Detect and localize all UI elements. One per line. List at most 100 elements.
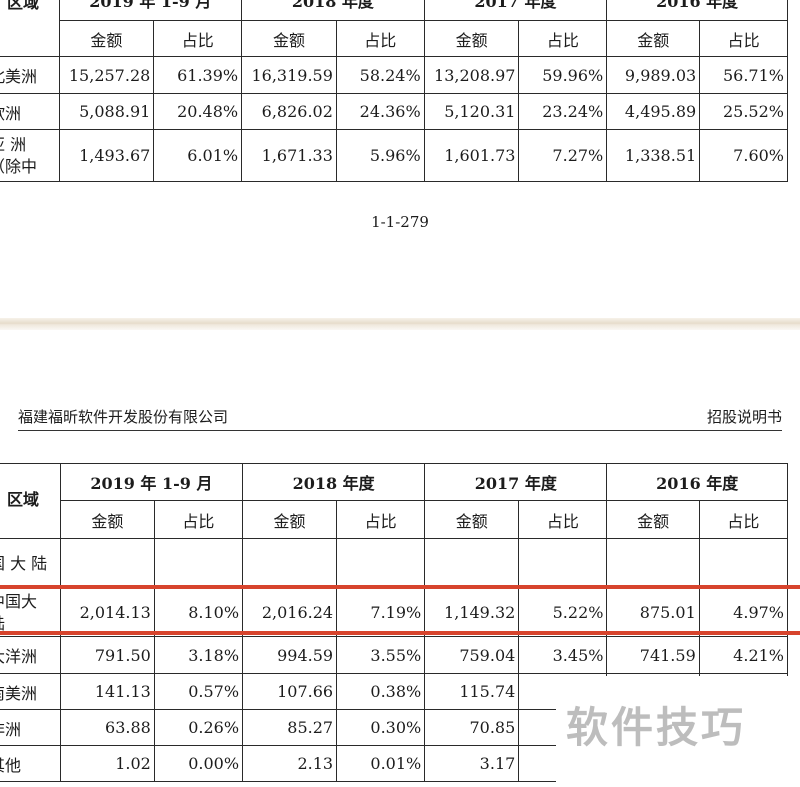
amount-header: 金额 <box>242 500 338 539</box>
watermark-background <box>556 676 800 787</box>
amount-cell: 63.88 <box>59 709 155 746</box>
amount-cell: 791.50 <box>59 636 155 674</box>
share-header: 占比 <box>335 20 425 57</box>
region-cell: 亚 洲 （除中 <box>0 129 60 182</box>
amount-cell: 2,014.13 <box>59 588 155 637</box>
amount-cell: 1,338.51 <box>606 129 701 182</box>
share-cell: 0.57% <box>153 673 244 710</box>
share-header: 占比 <box>698 500 789 539</box>
share-header: 占比 <box>699 20 788 57</box>
page-number: 1-1-279 <box>371 213 429 231</box>
table-row: 中国大 陆 2,014.13 8.10% 2,016.24 7.19% 1,14… <box>0 588 789 637</box>
share-cell <box>336 538 426 589</box>
amount-header: 金额 <box>58 20 155 57</box>
amount-cell: 741.59 <box>606 636 700 674</box>
amount-cell: 1,493.67 <box>58 129 155 182</box>
amount-cell: 2,016.24 <box>242 588 338 637</box>
amount-cell: 141.13 <box>59 673 155 710</box>
amount-header: 金额 <box>606 500 700 539</box>
share-header: 占比 <box>518 20 608 57</box>
company-name: 福建福昕软件开发股份有限公司 <box>18 408 229 426</box>
amount-cell: 1,149.32 <box>424 588 520 637</box>
amount-cell: 2.13 <box>242 745 338 782</box>
table-row: 国 大 陆 <box>0 538 789 589</box>
amount-cell <box>59 538 155 589</box>
share-cell: 0.01% <box>336 745 426 782</box>
document-header: 福建福昕软件开发股份有限公司 招股说明书 <box>18 406 782 431</box>
amount-cell <box>242 538 338 589</box>
share-cell <box>518 538 608 589</box>
region-header: 区域 <box>0 0 60 57</box>
amount-cell: 85.27 <box>242 709 338 746</box>
amount-cell: 875.01 <box>606 588 700 637</box>
share-cell: 20.48% <box>153 93 243 130</box>
amount-cell <box>606 538 700 589</box>
page-divider <box>0 318 800 330</box>
table-row: 欧洲 5,088.91 20.48% 6,826.02 24.36% 5,120… <box>0 93 788 130</box>
region-cell: 非洲 <box>0 709 61 746</box>
amount-header: 金额 <box>59 500 155 539</box>
share-cell: 24.36% <box>335 93 425 130</box>
amount-cell: 5,120.31 <box>423 93 520 130</box>
amount-cell: 1,671.33 <box>241 129 337 182</box>
share-cell: 5.22% <box>518 588 608 637</box>
period-header: 2018 年度 <box>241 0 425 21</box>
table-row: 大洋洲 791.50 3.18% 994.59 3.55% 759.04 3.4… <box>0 636 789 674</box>
amount-header: 金额 <box>241 20 337 57</box>
amount-cell <box>424 538 520 589</box>
amount-cell: 759.04 <box>424 636 520 674</box>
amount-cell: 115.74 <box>424 673 520 710</box>
share-cell: 4.97% <box>698 588 789 637</box>
region-cell: 欧洲 <box>0 93 60 130</box>
amount-cell: 1,601.73 <box>423 129 520 182</box>
share-cell: 25.52% <box>699 93 788 130</box>
share-header: 占比 <box>336 500 426 539</box>
period-header: 2019 年 1-9 月 <box>58 0 243 21</box>
share-cell: 5.96% <box>335 129 425 182</box>
period-header: 2016 年度 <box>606 0 788 21</box>
amount-cell: 70.85 <box>424 709 520 746</box>
share-cell: 8.10% <box>153 588 244 637</box>
table-row: 亚 洲 （除中 1,493.67 6.01% 1,671.33 5.96% 1,… <box>0 129 788 182</box>
amount-cell: 107.66 <box>242 673 338 710</box>
amount-cell: 5,088.91 <box>58 93 155 130</box>
region-cell: 北美洲 <box>0 56 60 94</box>
share-header: 占比 <box>518 500 608 539</box>
amount-cell: 6,826.02 <box>241 93 337 130</box>
region-cell: 中国大 陆 <box>0 588 61 637</box>
period-header: 2017 年度 <box>423 0 608 21</box>
amount-cell: 16,319.59 <box>241 56 337 94</box>
share-cell: 56.71% <box>699 56 788 94</box>
document-page-top: 区域 2019 年 1-9 月 2018 年度 2017 年度 2016 年度 … <box>0 0 800 318</box>
region-cell: 南美洲 <box>0 673 61 710</box>
share-cell: 3.18% <box>153 636 244 674</box>
table-row: 非洲 63.88 0.26% 85.27 0.30% 70.85 <box>0 709 789 746</box>
share-cell: 6.01% <box>153 129 243 182</box>
amount-cell: 994.59 <box>242 636 338 674</box>
period-header: 2016 年度 <box>606 463 788 501</box>
amount-cell: 1.02 <box>59 745 155 782</box>
amount-header: 金额 <box>606 20 701 57</box>
share-cell: 61.39% <box>153 56 243 94</box>
share-cell: 59.96% <box>518 56 608 94</box>
share-cell <box>698 538 789 589</box>
share-header: 占比 <box>153 500 244 539</box>
period-header: 2017 年度 <box>424 463 608 501</box>
amount-header: 金额 <box>424 500 520 539</box>
share-cell: 23.24% <box>518 93 608 130</box>
table-row: 北美洲 15,257.28 61.39% 16,319.59 58.24% 13… <box>0 56 788 94</box>
regional-revenue-table-top: 区域 2019 年 1-9 月 2018 年度 2017 年度 2016 年度 … <box>0 0 788 182</box>
share-cell: 7.60% <box>699 129 788 182</box>
share-header: 占比 <box>153 20 243 57</box>
document-type: 招股说明书 <box>706 408 782 426</box>
share-cell: 58.24% <box>335 56 425 94</box>
share-cell <box>153 538 244 589</box>
share-cell: 3.45% <box>518 636 608 674</box>
amount-cell: 15,257.28 <box>58 56 155 94</box>
region-header: 区域 <box>0 463 61 539</box>
share-cell: 4.21% <box>698 636 789 674</box>
share-cell: 7.19% <box>336 588 426 637</box>
amount-cell: 3.17 <box>424 745 520 782</box>
share-cell: 0.38% <box>336 673 426 710</box>
share-cell: 0.30% <box>336 709 426 746</box>
